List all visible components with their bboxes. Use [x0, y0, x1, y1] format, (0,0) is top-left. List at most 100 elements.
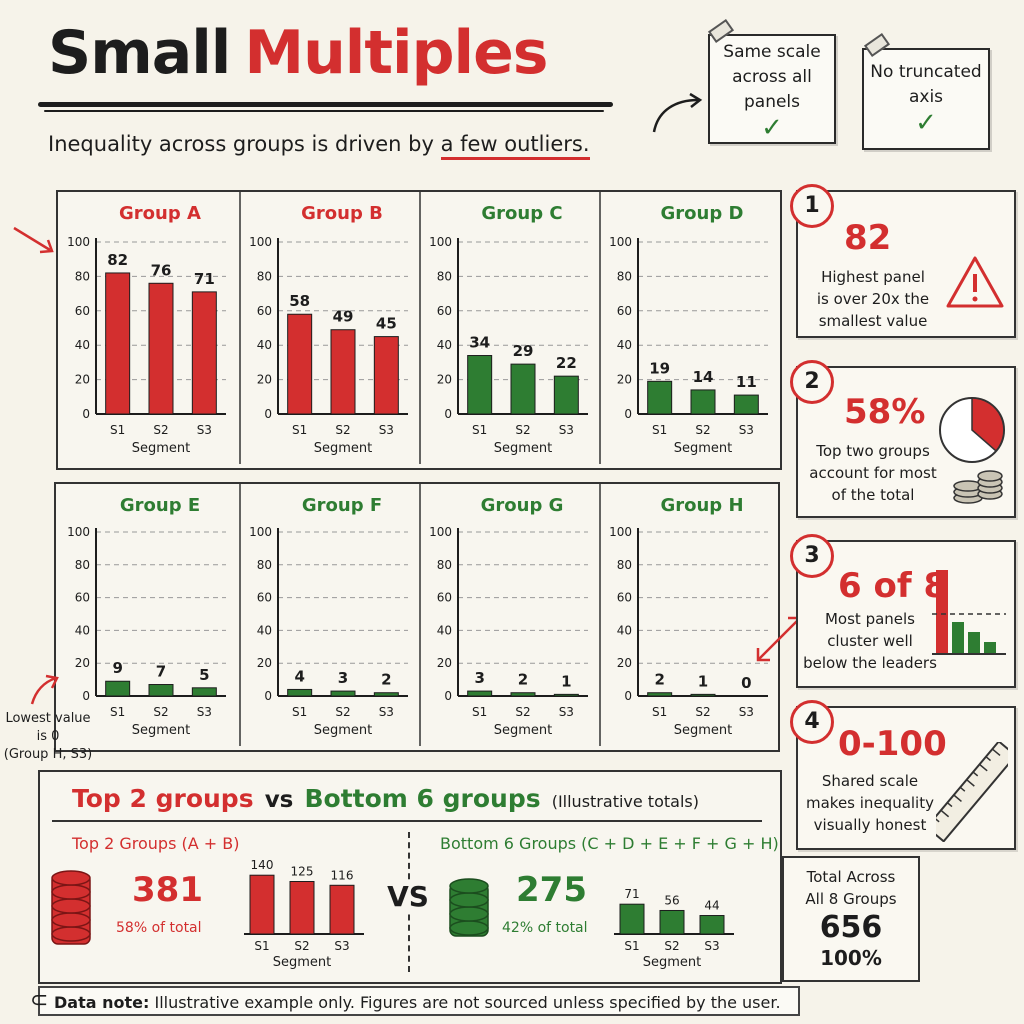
x-tick-label: S1: [472, 423, 487, 437]
bar: [467, 355, 493, 415]
page-title: Small Multiples: [48, 18, 549, 88]
x-tick-label: S3: [197, 423, 212, 437]
y-tick-label: 20: [437, 656, 452, 670]
badge-same-scale-line-2: across all: [732, 67, 812, 87]
comparison-title-bottom: Bottom 6 groups: [304, 784, 541, 813]
callout-1-line-3: smallest value: [818, 312, 928, 330]
y-tick-label: 20: [617, 373, 632, 387]
x-axis-label: Segment: [314, 441, 373, 456]
paperclip-icon: ⊂: [30, 988, 49, 1013]
x-tick-label: S3: [379, 705, 394, 719]
panel-title: Group G: [481, 495, 564, 516]
x-axis-label: Segment: [132, 723, 191, 738]
x-tick-label: S3: [559, 423, 574, 437]
y-tick-label: 40: [437, 623, 452, 637]
panel-title: Group H: [660, 495, 743, 516]
x-tick-label: S1: [292, 705, 307, 719]
panel-title: Group F: [302, 495, 382, 516]
callout-3-number: 3: [790, 534, 834, 578]
data-label: 1: [698, 672, 708, 690]
bar: [191, 291, 217, 415]
data-label: 71: [624, 887, 639, 901]
callout-1-text: Highest panel is over 20x the smallest v…: [804, 266, 942, 332]
bar: [699, 915, 725, 935]
x-tick-label: S3: [379, 423, 394, 437]
data-label: 5: [199, 666, 209, 684]
x-tick-label: S2: [335, 423, 350, 437]
y-tick-label: 0: [82, 689, 90, 703]
y-tick-label: 40: [257, 623, 272, 637]
warning-icon: [946, 256, 1004, 308]
y-tick-label: 60: [617, 591, 632, 605]
bar: [105, 272, 131, 415]
y-tick-label: 80: [437, 558, 452, 572]
top-panel-grid-frame: [56, 190, 782, 470]
callout-3-line-2: cluster well: [827, 632, 913, 650]
bar: [249, 874, 275, 935]
data-label: 71: [194, 270, 215, 288]
lowest-value-line-2: is 0: [36, 729, 60, 744]
y-tick-label: 20: [257, 373, 272, 387]
badge-no-truncated-axis: No truncated axis ✓: [862, 48, 990, 150]
x-tick-label: S3: [739, 705, 754, 719]
callout-1-line-2: is over 20x the: [816, 290, 930, 308]
top-groups-share: 58% of total: [116, 920, 202, 936]
y-tick-label: 60: [437, 591, 452, 605]
y-tick-label: 0: [264, 407, 272, 421]
panel-group-b: Group B 0 20 40 60 80 100 58 S1 49 S2 45 S3 Segment: [239, 192, 408, 464]
data-label: 116: [331, 868, 354, 882]
bottom-panel-grid-frame: [54, 482, 780, 752]
y-tick-label: 40: [75, 623, 90, 637]
bar: [329, 884, 355, 935]
callout-2-headline: 58%: [844, 392, 926, 432]
bar: [105, 680, 131, 697]
panel-group-g: Group G 0 20 40 60 80 100 3 S1 2 S2 1 S3 Segment: [419, 484, 588, 746]
bar: [553, 375, 579, 415]
arrow-icon: [13, 226, 54, 254]
y-tick-label: 60: [75, 591, 90, 605]
comparison-panel: Top 2 groups vs Bottom 6 groups (Illustr…: [38, 770, 782, 984]
comparison-title-vs: vs: [264, 787, 294, 813]
bar: [287, 688, 313, 697]
y-tick-label: 80: [437, 269, 452, 283]
callout-3-headline: 6 of 8: [838, 566, 948, 606]
x-tick-label: S1: [652, 705, 667, 719]
y-tick-label: 100: [67, 235, 90, 249]
callout-3: 3 6 of 8 Most panels cluster well below …: [790, 534, 1016, 688]
bar: [191, 687, 217, 697]
x-tick-label: S2: [153, 423, 168, 437]
y-tick-label: 40: [617, 338, 632, 352]
x-tick-label: S3: [197, 705, 212, 719]
x-axis-label: Segment: [674, 723, 733, 738]
callout-3-line-3: below the leaders: [803, 654, 937, 672]
y-tick-label: 20: [617, 656, 632, 670]
data-label: 44: [704, 899, 719, 913]
bar: [553, 693, 579, 697]
x-tick-label: S2: [695, 423, 710, 437]
bar: [733, 394, 759, 415]
callout-4: 4 0-100 Shared scale makes inequality vi…: [790, 700, 1016, 850]
callout-2-number: 2: [790, 360, 834, 404]
badge-same-scale: Same scale across all panels ✓: [708, 34, 836, 144]
data-label: 49: [333, 308, 354, 326]
title-part-2: Multiples: [244, 18, 548, 88]
title-underline-secondary: [44, 110, 604, 112]
top-groups-label: Top 2 Groups (A + B): [72, 834, 240, 853]
data-label: 3: [474, 669, 484, 687]
y-tick-label: 0: [444, 689, 452, 703]
badge-no-truncated-line-2: axis: [908, 87, 944, 107]
data-label: 0: [741, 674, 751, 692]
bar: [289, 881, 315, 935]
title-part-1: Small: [48, 18, 231, 88]
data-note-text: Illustrative example only. Figures are n…: [154, 993, 781, 1012]
bar: [510, 363, 536, 415]
comparison-title: Top 2 groups vs Bottom 6 groups (Illustr…: [72, 784, 699, 813]
y-tick-label: 60: [75, 304, 90, 318]
x-axis-label: Segment: [674, 441, 733, 456]
x-axis-label: Segment: [132, 441, 191, 456]
ruler-icon: [936, 742, 1008, 842]
x-tick-label: S1: [472, 705, 487, 719]
subtitle-highlight: a few outliers.: [440, 132, 590, 160]
x-axis-label: Segment: [314, 723, 373, 738]
title-underline: [38, 102, 613, 107]
